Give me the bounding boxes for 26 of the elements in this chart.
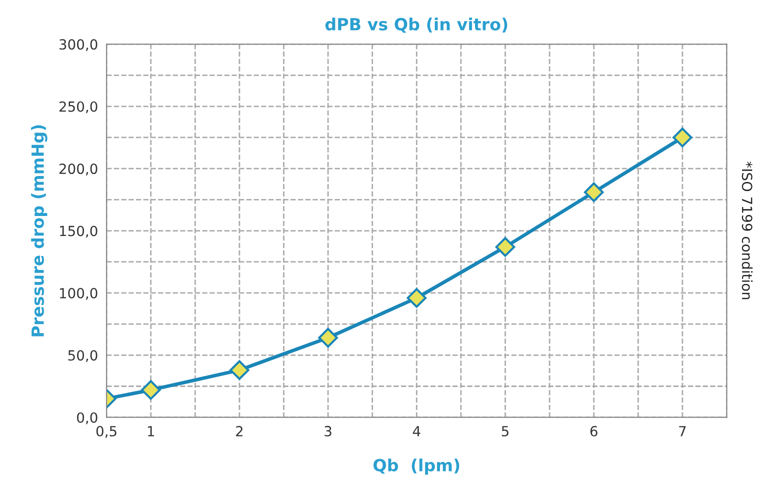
chart-title: dPB vs Qb (in vitro) — [325, 18, 508, 33]
x-tick-label: 7 — [679, 426, 686, 436]
y-axis-title: Pressure drop (mmHg) — [31, 125, 48, 336]
point — [230, 360, 250, 380]
x-tick-label: 0,5 — [96, 426, 116, 438]
point — [495, 237, 516, 257]
x-tick-label: 3 — [324, 426, 332, 436]
point — [672, 128, 692, 148]
x-tick-label: 1 — [148, 426, 154, 436]
y-tick-label: 200,0 — [59, 164, 98, 176]
y-tick-label: 0,0 — [77, 412, 98, 424]
x-tick-label: 2 — [236, 426, 242, 436]
y-tick-label: 50,0 — [68, 350, 98, 362]
x-axis-title: Qb (lpm) — [374, 458, 460, 475]
x-tick-label: 6 — [590, 426, 598, 436]
x-tick-label: 4 — [412, 426, 420, 436]
y-tick-label: 250,0 — [59, 101, 98, 114]
point — [140, 380, 161, 400]
x-tick-label: 5 — [502, 426, 508, 436]
point — [318, 328, 338, 348]
point — [584, 182, 604, 202]
y-tick-label: 100,0 — [60, 288, 98, 300]
point — [406, 288, 427, 308]
y-tick-label: 300,0 — [60, 39, 98, 52]
text: *ISO 7199 condition — [742, 162, 753, 300]
y-tick-label: 150,0 — [60, 226, 98, 238]
